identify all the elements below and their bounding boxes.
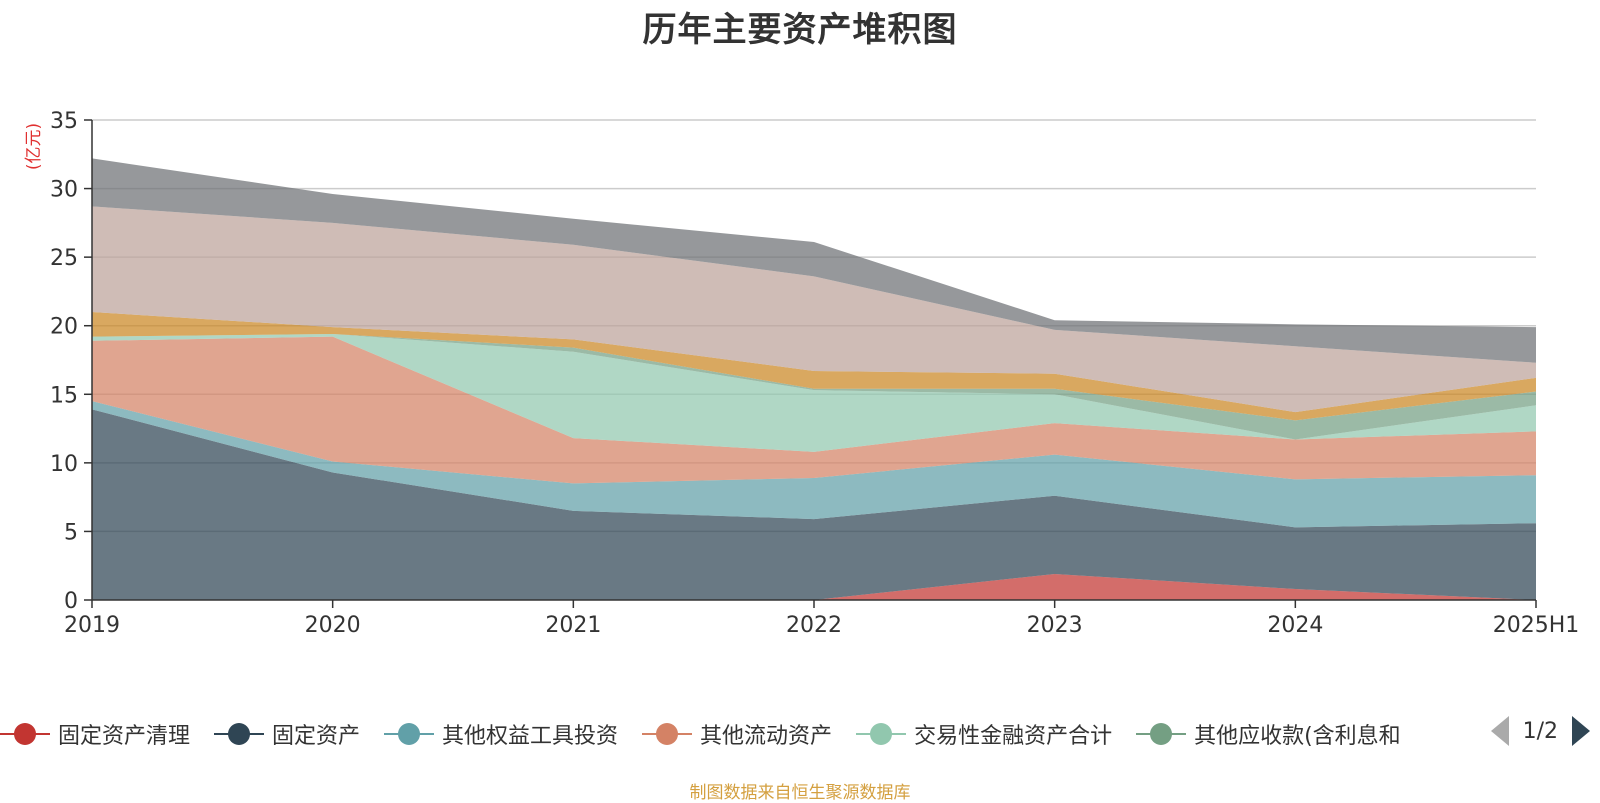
x-tick-label: 2025H1 bbox=[1493, 613, 1580, 638]
area-series-5 bbox=[92, 333, 1536, 440]
legend-label: 其他应收款(含利息和 bbox=[1194, 724, 1401, 749]
legend-marker-icon bbox=[856, 723, 907, 745]
legend-label: 固定资产 bbox=[272, 724, 361, 749]
legend-label: 固定资产清理 bbox=[58, 724, 191, 749]
legend-page-indicator: 1/2 bbox=[1522, 718, 1558, 744]
y-tick-label: 30 bbox=[50, 178, 78, 203]
y-tick-label: 35 bbox=[50, 109, 78, 134]
x-tick-label: 2019 bbox=[64, 613, 120, 638]
legend-item[interactable]: 交易性金融资产合计 bbox=[856, 718, 1112, 750]
legend-label: 其他流动资产 bbox=[700, 724, 833, 749]
legend-item[interactable]: 其他应收款(含利息和 bbox=[1136, 718, 1401, 750]
y-tick-label: 5 bbox=[64, 520, 78, 545]
legend-marker-icon bbox=[214, 723, 265, 745]
data-source-note: 制图数据来自恒生聚源数据库 bbox=[689, 783, 911, 803]
y-tick-label: 0 bbox=[64, 589, 78, 614]
x-tick-label: 2021 bbox=[545, 613, 601, 638]
y-tick-label: 25 bbox=[50, 246, 78, 271]
axes: 0 5 10 15 20 25 30 35 2019 2020 2021 2022 2023 2024 20… bbox=[50, 109, 1579, 638]
y-tick-label: 20 bbox=[50, 315, 78, 340]
legend-next-page-icon[interactable] bbox=[1572, 716, 1590, 746]
legend-marker-icon bbox=[384, 723, 435, 745]
legend-item[interactable]: 固定资产清理 bbox=[0, 718, 190, 750]
legend-item[interactable]: 其他流动资产 bbox=[642, 718, 832, 750]
area-series-0 bbox=[92, 573, 1536, 600]
area-series-2 bbox=[92, 401, 1536, 528]
x-tick-label: 2023 bbox=[1027, 613, 1083, 638]
legend-item[interactable]: 固定资产 bbox=[214, 718, 360, 750]
chart-title: 历年主要资产堆积图 bbox=[642, 10, 958, 50]
area-series-group bbox=[92, 158, 1536, 600]
area-series-4 bbox=[92, 333, 1536, 452]
x-tick-label: 2024 bbox=[1267, 613, 1323, 638]
y-tick-label: 15 bbox=[50, 383, 78, 408]
legend-label: 交易性金融资产合计 bbox=[914, 724, 1113, 749]
legend-marker-icon bbox=[642, 723, 693, 745]
x-tick-label: 2022 bbox=[786, 613, 842, 638]
x-tick-label: 2020 bbox=[305, 613, 361, 638]
area-series-3 bbox=[92, 336, 1536, 484]
legend-pager: 1/2 bbox=[1490, 716, 1590, 746]
legend-marker-icon bbox=[0, 723, 50, 745]
legend: 固定资产清理 固定资产 其他权益工具投资 其他流动资产 交易性金融资产合计 其他应收款(含… bbox=[0, 712, 1600, 756]
legend-item[interactable]: 其他权益工具投资 bbox=[384, 718, 618, 750]
y-tick-label: 10 bbox=[50, 452, 78, 477]
legend-marker-icon bbox=[1136, 723, 1187, 745]
legend-prev-page-icon[interactable] bbox=[1490, 716, 1509, 746]
area-series-6 bbox=[92, 312, 1536, 421]
area-series-7 bbox=[92, 206, 1536, 413]
area-series-1 bbox=[92, 409, 1536, 600]
stacked-area-chart: 0 5 10 15 20 25 30 35 2019 2020 2021 2022 2023 2024 20… bbox=[50, 109, 1579, 638]
area-series-8 bbox=[92, 158, 1536, 363]
legend-label: 其他权益工具投资 bbox=[442, 724, 619, 749]
